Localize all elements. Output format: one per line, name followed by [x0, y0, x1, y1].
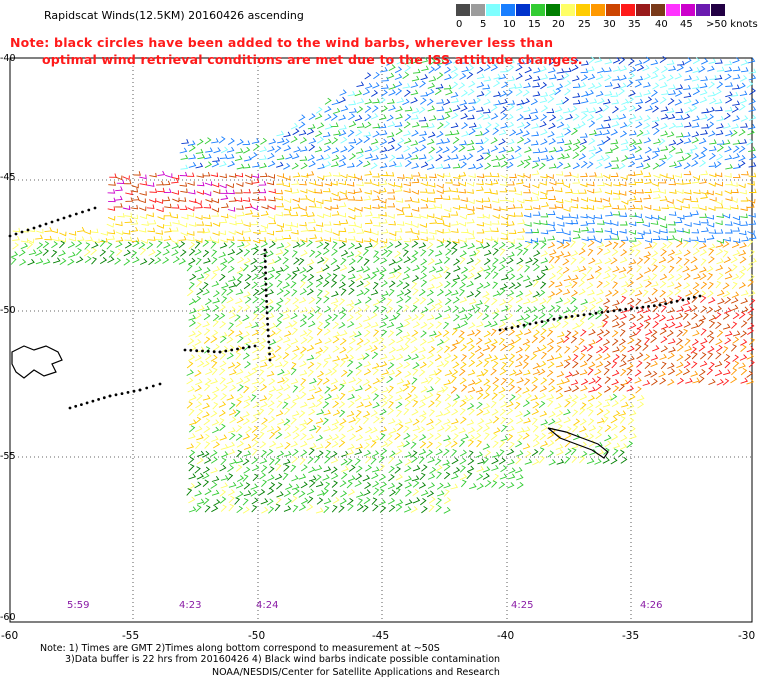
map-frame — [10, 58, 752, 622]
color-scale-swatch — [636, 4, 651, 16]
color-scale-label: 10 — [503, 19, 516, 30]
x-tick-label: -30 — [738, 630, 755, 642]
color-scale-swatch — [456, 4, 471, 16]
time-label: 4:23 — [179, 600, 201, 611]
contamination-markers — [9, 207, 702, 410]
color-scale-swatch — [681, 4, 696, 16]
footer-note-2: 3)Data buffer is 22 hrs from 20160426 4)… — [65, 654, 500, 665]
color-scale-label: 20 — [552, 19, 565, 30]
color-scale-swatch — [621, 4, 636, 16]
color-scale-label: 45 — [680, 19, 693, 30]
color-scale-label: 0 — [456, 19, 462, 30]
y-tick-label: -50 — [0, 305, 16, 316]
time-label: 4:26 — [640, 600, 662, 611]
color-scale-label: >50 knots — [706, 19, 758, 30]
color-scale-label: 25 — [578, 19, 591, 30]
footer-credit: NOAA/NESDIS/Center for Satellite Applica… — [212, 667, 500, 678]
time-label: 5:59 — [67, 600, 89, 611]
x-tick-label: -60 — [1, 630, 18, 642]
x-tick-label: -50 — [248, 630, 265, 642]
warning-note-line-1: Note: black circles have been added to t… — [10, 35, 553, 50]
color-scale-swatch — [576, 4, 591, 16]
y-tick-label: -55 — [0, 451, 16, 462]
falkland-islands-coastline — [12, 346, 62, 378]
color-scale-swatch — [666, 4, 681, 16]
color-scale-swatch — [591, 4, 606, 16]
x-tick-label: -35 — [622, 630, 639, 642]
color-scale-label: 40 — [655, 19, 668, 30]
time-label: 4:24 — [256, 600, 278, 611]
wind-map-plot — [0, 0, 760, 688]
color-scale-swatch — [471, 4, 486, 16]
color-scale-swatch — [486, 4, 501, 16]
y-tick-label: -45 — [0, 172, 16, 183]
footer-note-1: Note: 1) Times are GMT 2)Times along bot… — [40, 643, 440, 654]
color-scale-swatch — [696, 4, 711, 16]
color-scale-swatch — [516, 4, 531, 16]
warning-note-line-2: optimal wind retrieval conditions are me… — [42, 52, 583, 67]
x-tick-label: -55 — [122, 630, 139, 642]
color-scale-swatch — [501, 4, 516, 16]
color-scale-swatch — [561, 4, 576, 16]
color-scale-label: 30 — [603, 19, 616, 30]
map-title: Rapidscat Winds(12.5KM) 20160426 ascendi… — [44, 9, 304, 22]
color-scale-label: 5 — [480, 19, 486, 30]
wind-map-figure: Rapidscat Winds(12.5KM) 20160426 ascendi… — [0, 0, 760, 688]
color-scale-swatch — [651, 4, 666, 16]
color-scale-swatch — [711, 4, 726, 16]
wind-barb-field — [11, 56, 756, 513]
color-scale-swatch — [606, 4, 621, 16]
color-scale-swatch — [531, 4, 546, 16]
color-scale-bar — [456, 4, 726, 16]
x-tick-label: -40 — [497, 630, 514, 642]
y-tick-label: -60 — [0, 612, 16, 623]
color-scale-swatch — [546, 4, 561, 16]
color-scale-label: 15 — [528, 19, 541, 30]
x-tick-label: -45 — [372, 630, 389, 642]
y-tick-label: -40 — [0, 53, 16, 64]
time-label: 4:25 — [511, 600, 533, 611]
color-scale-label: 35 — [628, 19, 641, 30]
